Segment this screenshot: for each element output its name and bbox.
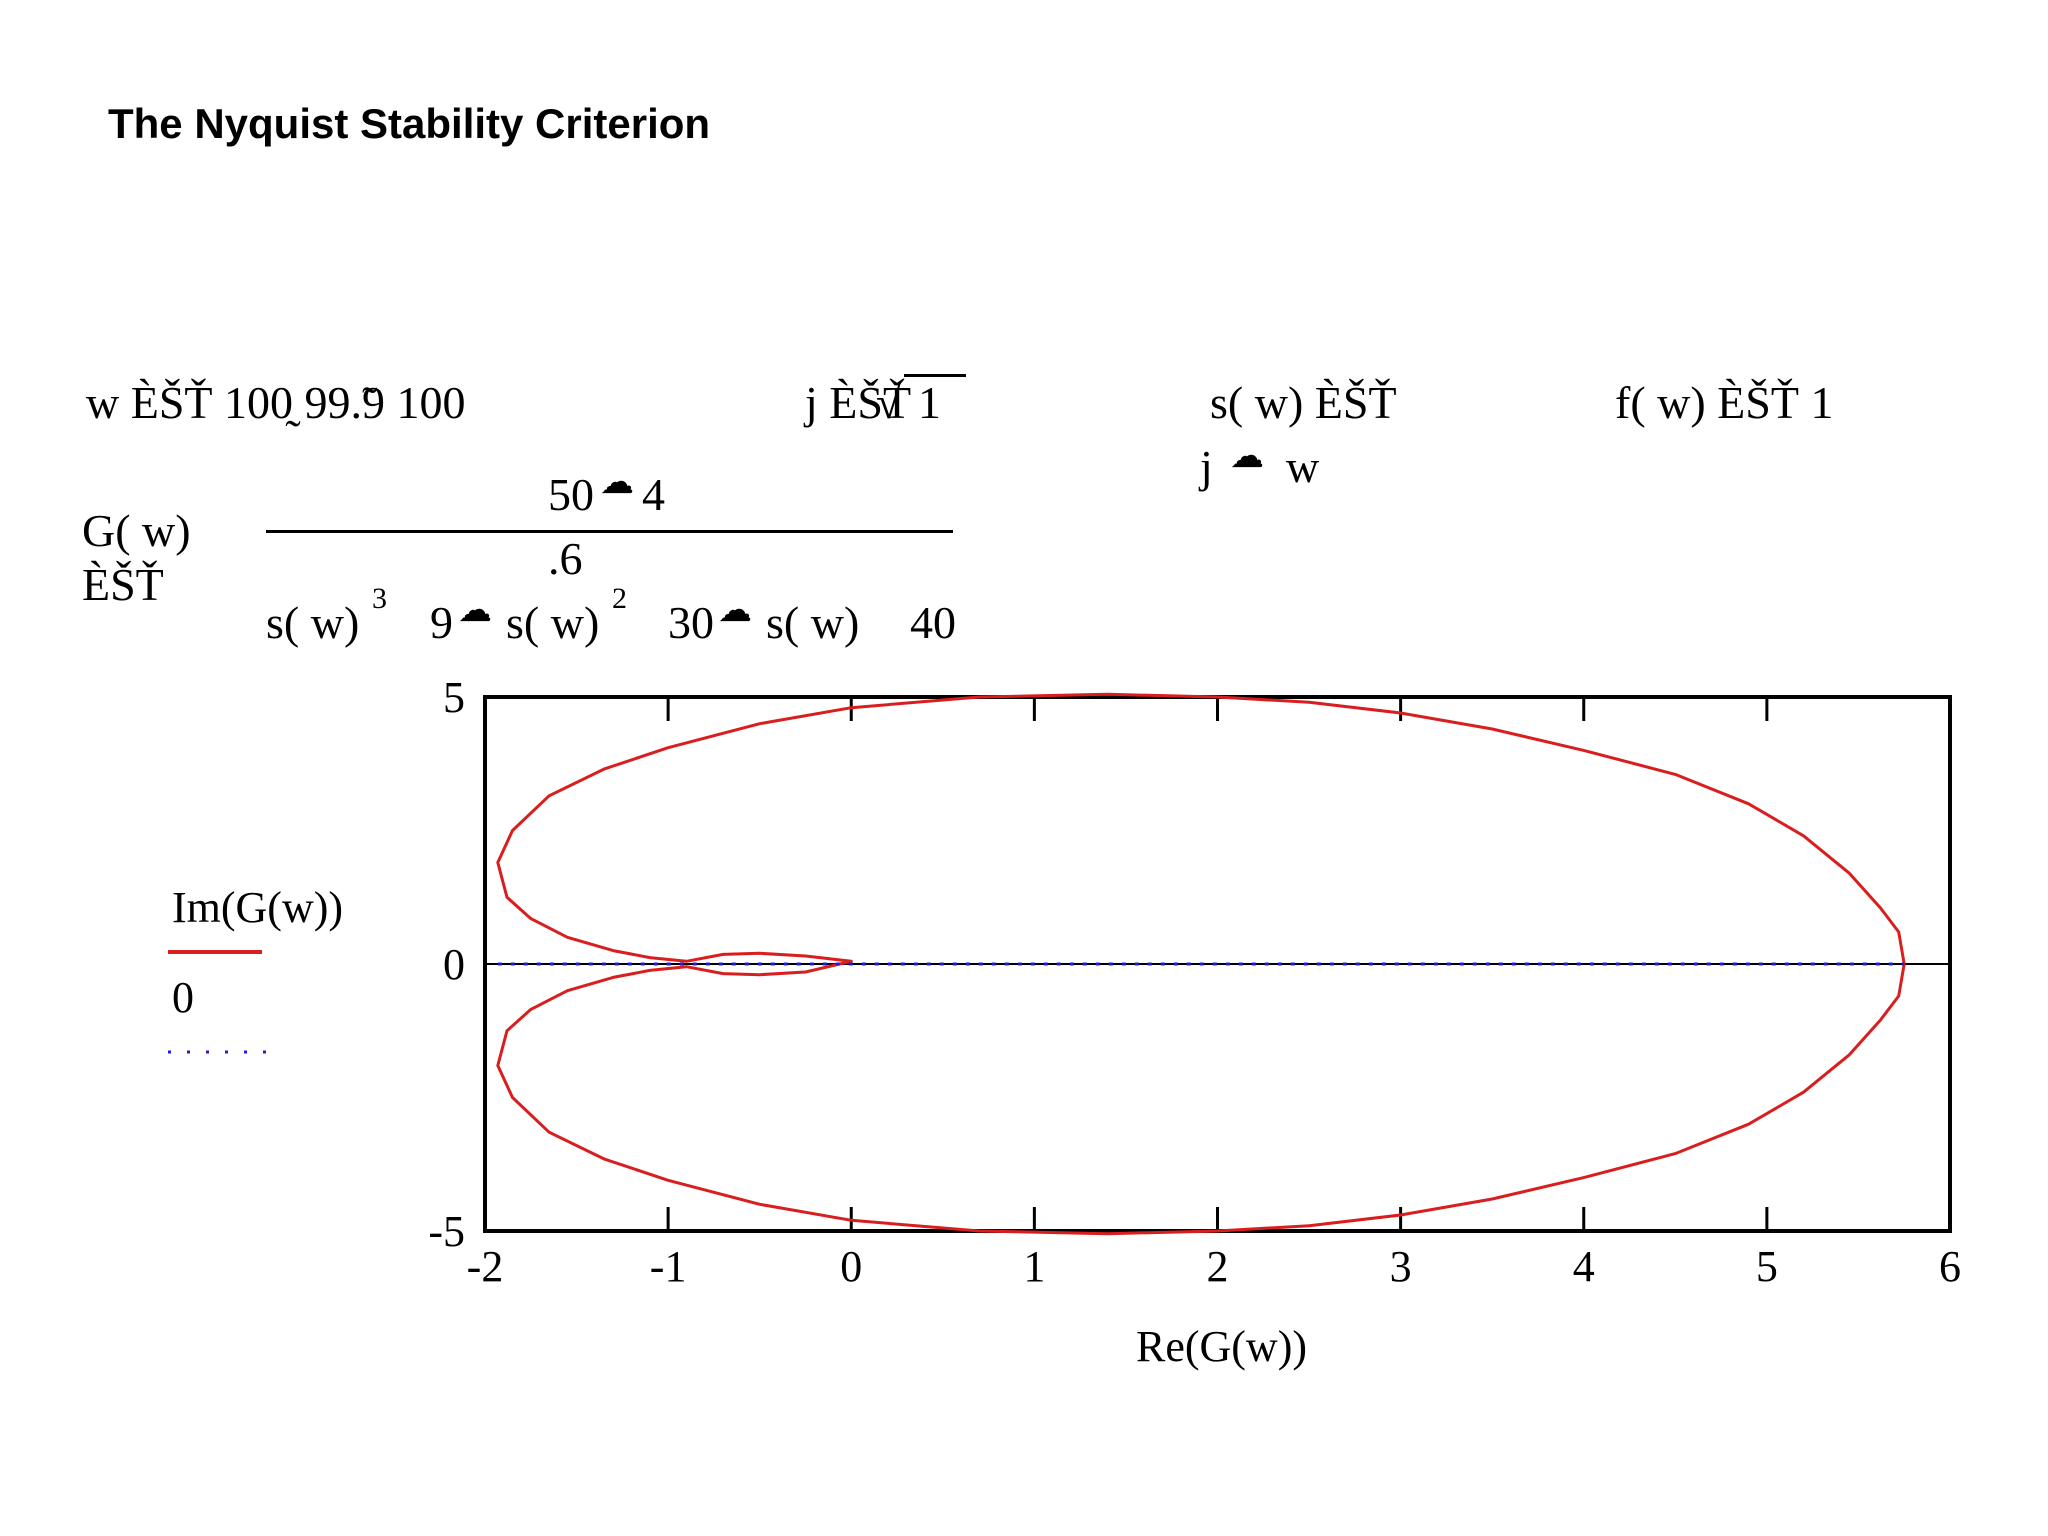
g-lhs: G( w) — [82, 505, 191, 556]
series-im-g-curve — [496, 692, 1906, 1236]
g-assign: ÈŠŤ — [82, 559, 164, 610]
g-denominator-term3: s( w) — [506, 597, 600, 648]
x-tick-label: 3 — [1390, 1242, 1412, 1291]
x-tick-label: 5 — [1756, 1242, 1778, 1291]
y-tick-label: 0 — [443, 940, 465, 989]
x-tick-label: -2 — [467, 1242, 504, 1291]
g-denominator-exp2: 2 — [612, 582, 627, 615]
g-numerator-rest: 4 — [642, 469, 665, 520]
x-tick-label: 0 — [840, 1242, 862, 1291]
multiply-icon: ☁ — [1230, 438, 1264, 475]
fraction-line — [266, 530, 953, 533]
multiply-icon: ☁ — [718, 592, 752, 629]
multiply-icon: ☁ — [600, 464, 634, 501]
g-denominator-term2: 9 — [430, 597, 453, 648]
g-denominator-term4: 30 — [668, 597, 714, 648]
sqrt-bar — [904, 374, 966, 377]
s-definition: s( w) ÈŠŤ — [1210, 377, 1397, 428]
w-range-definition: w ÈŠŤ 100̰ 99.̃9 100 — [86, 377, 466, 428]
y-tick-label: 5 — [443, 673, 465, 722]
page-title: The Nyquist Stability Criterion — [108, 100, 711, 147]
x-tick-label: -1 — [650, 1242, 687, 1291]
g-denominator-term5: s( w) — [766, 597, 860, 648]
g-denominator-term6: 40 — [910, 597, 956, 648]
s-definition-j: j — [1200, 441, 1213, 492]
x-tick-label: 6 — [1939, 1242, 1961, 1291]
g-numerator: 50 — [548, 469, 594, 520]
x-tick-label: 1 — [1023, 1242, 1045, 1291]
multiply-icon: ☁ — [458, 592, 492, 629]
j-definition-radicand: 1 — [918, 377, 941, 428]
s-definition-w: w — [1286, 441, 1320, 492]
j-definition-radical: √ — [876, 377, 902, 428]
j-definition-prefix: j ÈŠŤ — [805, 377, 912, 428]
y-tick-label: -5 — [428, 1207, 465, 1256]
x-tick-label: 2 — [1207, 1242, 1229, 1291]
f-definition: f( w) ÈŠŤ 1 — [1615, 377, 1834, 428]
g-denominator-term1: s( w) — [266, 597, 360, 648]
x-tick-label: 4 — [1573, 1242, 1595, 1291]
x-axis-label: Re(G(w)) — [1136, 1322, 1307, 1371]
legend-label-zero: 0 — [172, 973, 194, 1022]
legend-label-im: Im(G(w)) — [172, 883, 343, 932]
g-denominator-exp1: 3 — [372, 582, 387, 615]
g-numerator-2: .6 — [548, 533, 583, 584]
